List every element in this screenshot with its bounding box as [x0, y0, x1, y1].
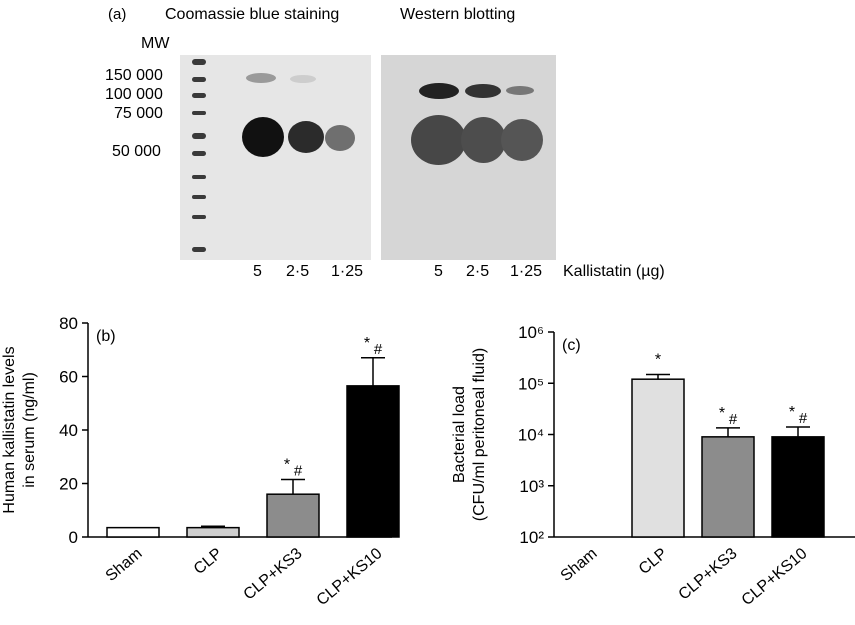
- significance-hash: #: [294, 462, 303, 479]
- wb-lane-label-5: 5: [434, 263, 443, 280]
- ladder-band: [192, 175, 206, 179]
- ladder-band: [192, 133, 206, 139]
- panel-label: (c): [562, 337, 581, 354]
- category-label: CLP: [636, 545, 671, 578]
- y-tick-label: 20: [59, 475, 78, 494]
- coomassie-title: Coomassie blue staining: [165, 6, 340, 23]
- bar: [701, 436, 755, 538]
- ladder-band: [192, 77, 206, 82]
- bar: [631, 378, 685, 538]
- protein-band: [325, 125, 355, 151]
- cb-lane-label-2.5: 2·5: [286, 263, 310, 280]
- significance-hash: #: [374, 341, 383, 358]
- significance-star: *: [284, 456, 290, 473]
- category-label: Sham: [103, 545, 146, 585]
- category-label: CLP+KS10: [314, 545, 386, 609]
- protein-band: [290, 75, 316, 83]
- ladder-band: [192, 215, 206, 219]
- mw-header: MW: [141, 35, 170, 52]
- y-tick-label: 10⁶: [518, 323, 544, 342]
- western-title: Western blotting: [400, 6, 516, 23]
- y-axis-label: Human kallistatin levels: [1, 346, 18, 513]
- chart-c: 10² 10³ 10⁴ 10⁵ 10⁶ (c) Bacterial load (CFU/ml …: [451, 323, 855, 609]
- y-axis-label: in serum (ng/ml): [21, 372, 38, 488]
- category-label: CLP+KS3: [675, 545, 740, 604]
- y-tick-label: 80: [59, 314, 78, 333]
- significance-hash: #: [729, 411, 738, 428]
- protein-band: [246, 73, 276, 83]
- y-tick-label: 10²: [519, 528, 544, 547]
- bar: [186, 526, 240, 538]
- y-tick-label: 40: [59, 421, 78, 440]
- mw-label-100000: 100 000: [105, 86, 163, 103]
- ladder-band: [192, 195, 206, 199]
- protein-band: [288, 121, 324, 153]
- significance-star: *: [789, 404, 795, 421]
- y-tick-label: 60: [59, 368, 78, 387]
- mw-label-150000: 150 000: [105, 67, 163, 84]
- protein-band: [506, 86, 534, 95]
- y-axis-label: (CFU/ml peritoneal fluid): [471, 348, 488, 521]
- protein-band: [411, 115, 466, 165]
- wb-lane-label-2.5: 2·5: [466, 263, 490, 280]
- chart-b: 0 20 40 60 80 (b) Human kallistatin levels in s…: [1, 314, 400, 609]
- kallistatin-unit-label: Kallistatin (µg): [563, 263, 665, 280]
- significance-star: *: [719, 405, 725, 422]
- panel-a-label: (a): [108, 6, 127, 23]
- ladder-band: [192, 59, 206, 65]
- protein-band: [461, 117, 506, 163]
- category-label: Sham: [558, 545, 601, 585]
- significance-star: *: [364, 335, 370, 352]
- protein-band: [501, 119, 543, 161]
- bar: [346, 385, 400, 538]
- y-tick-label: 10⁵: [518, 374, 544, 393]
- ladder-band: [192, 111, 206, 115]
- bar: [106, 526, 160, 538]
- mw-label-50000: 50 000: [112, 143, 161, 160]
- y-axis-label: Bacterial load: [451, 386, 468, 483]
- panel-label: (b): [96, 328, 116, 345]
- category-label: CLP+KS10: [739, 545, 811, 609]
- bar: [266, 493, 320, 538]
- y-tick-label: 10⁴: [518, 426, 544, 445]
- western-blot-image: [381, 55, 556, 260]
- protein-band: [419, 83, 459, 99]
- mw-label-75000: 75 000: [114, 105, 163, 122]
- ladder-band: [192, 93, 206, 98]
- bar: [771, 436, 825, 538]
- wb-lane-label-1.25: 1·25: [510, 263, 543, 280]
- coomassie-gel-image: [180, 55, 371, 260]
- y-tick-label: 0: [69, 528, 78, 547]
- ladder-band: [192, 247, 206, 252]
- significance-hash: #: [799, 410, 808, 427]
- protein-band: [242, 117, 284, 157]
- category-label: CLP: [191, 545, 226, 578]
- category-label: CLP+KS3: [240, 545, 305, 604]
- ladder-band: [192, 151, 206, 156]
- y-tick-label: 10³: [519, 477, 544, 496]
- significance-star: *: [655, 352, 661, 369]
- protein-band: [465, 84, 501, 98]
- cb-lane-label-5: 5: [253, 263, 262, 280]
- cb-lane-label-1.25: 1·25: [331, 263, 364, 280]
